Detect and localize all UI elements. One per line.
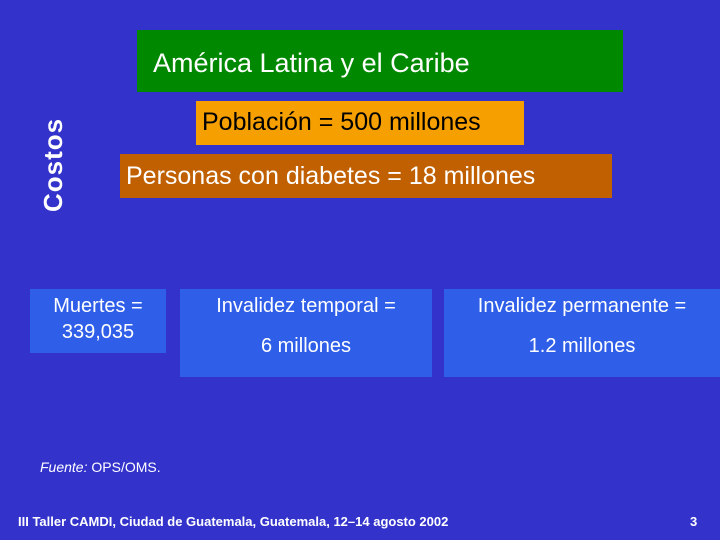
temporary-disability-value: 6 millones — [260, 335, 352, 357]
permanent-disability-value: 1.2 millones — [528, 335, 636, 357]
population-box: Población = 500 millones — [196, 101, 524, 145]
page-number: 3 — [690, 514, 698, 529]
side-title: Costos — [38, 117, 68, 212]
temporary-disability-label: Invalidez temporal = — [216, 295, 396, 317]
deaths-value: 339,035 — [61, 321, 135, 343]
diabetes-box: Personas con diabetes = 18 millones — [120, 154, 612, 198]
permanent-disability-label: Invalidez permanente = — [477, 295, 687, 317]
source-text: OPS/OMS. — [87, 459, 161, 475]
temporary-disability-card: Invalidez temporal = 6 millones — [180, 289, 432, 377]
deaths-label: Muertes = — [53, 295, 143, 317]
source-note: Fuente: OPS/OMS. — [40, 459, 161, 475]
source-label: Fuente: — [40, 459, 88, 475]
permanent-disability-card: Invalidez permanente = 1.2 millones — [444, 289, 720, 377]
footer-text: III Taller CAMDI, Ciudad de Guatemala, G… — [18, 514, 449, 529]
deaths-card: Muertes = 339,035 — [30, 289, 166, 353]
region-title: América Latina y el Caribe — [137, 30, 623, 92]
